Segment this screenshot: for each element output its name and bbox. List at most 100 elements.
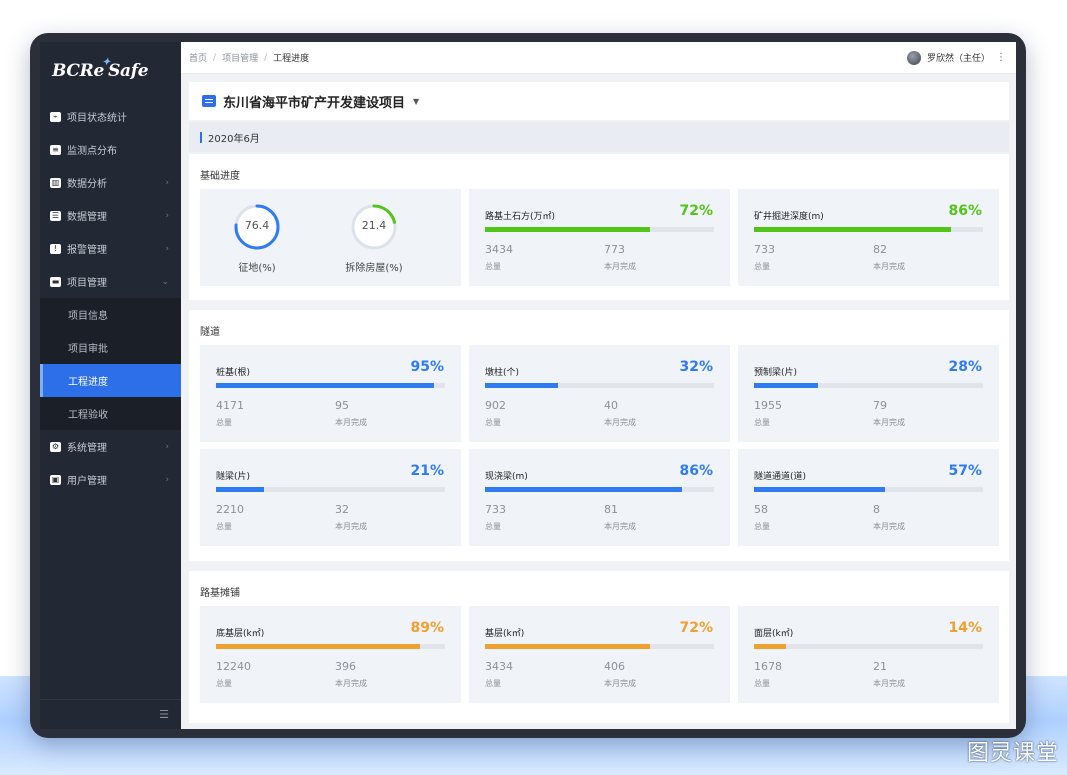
month-label: 本月完成 (604, 418, 636, 427)
progress-card: 路基土石方(万㎡) 72% 3434 773 总量 本月完成 (469, 189, 730, 286)
sidebar: BCRe ✦ Safe ⌁ 项目状态统计 ≡ 监测点分布 ▥ 数据分析 › ☰ 数据… (40, 42, 181, 729)
card-percent: 72% (679, 620, 713, 636)
main-content: 首页 / 项目管理 / 工程进度 罗欣然（主任） ⋮ 东川省海平市矿产开发建设项… (181, 42, 1016, 729)
sidebar-subitem-project-info[interactable]: 项目信息 (68, 311, 108, 322)
more-options-icon[interactable]: ⋮ (996, 52, 1006, 63)
sidebar-item-project-status[interactable]: ⌁ 项目状态统计 (40, 100, 181, 133)
progress-card: 桩基(根) 95% 4171 95 总量 本月完成 (200, 345, 461, 442)
section-paving: 路基摊铺 底基层(k㎡) 89% 12240 396 总量 本月完成 基层(k㎡) 72% 34… (189, 571, 1009, 723)
sidebar-footer: ☰ (40, 699, 181, 729)
month-label: 本月完成 (335, 679, 367, 688)
month-value: 32 (335, 503, 349, 516)
collapse-menu-icon[interactable]: ☰ (159, 708, 169, 721)
card-percent: 32% (679, 359, 713, 375)
progress-track (216, 487, 445, 492)
total-label: 总量 (485, 679, 501, 688)
progress-card: 矿井掘进深度(m) 86% 733 82 总量 本月完成 (738, 189, 999, 286)
sidebar-subitem-acceptance[interactable]: 工程验收 (68, 410, 108, 421)
sidebar-item-data-management[interactable]: ☰ 数据管理 › (50, 210, 169, 223)
month-value: 21 (873, 660, 887, 673)
breadcrumb-separator: / (264, 52, 268, 63)
demolition-gauge (351, 204, 397, 250)
progress-track (485, 487, 714, 492)
user-gear-icon: ⚙ (50, 441, 61, 452)
card-label: 现浇梁(m) (485, 472, 528, 482)
watermark: 图灵课堂 (966, 741, 1059, 766)
user-name[interactable]: 罗欣然（主任） (926, 54, 990, 64)
sidebar-item-user-management[interactable]: ▣ 用户管理 › (50, 474, 169, 487)
card-label: 路基土石方(万㎡) (485, 212, 556, 222)
breadcrumb-home[interactable]: 首页 (189, 54, 208, 64)
sidebar-item-data-analysis[interactable]: ▥ 数据分析 › (50, 177, 169, 190)
progress-card: 预制梁(片) 28% 1955 79 总量 本月完成 (738, 345, 999, 442)
total-value: 58 (754, 503, 768, 516)
sidebar-item-alarm-management[interactable]: ! 报警管理 › (40, 232, 181, 265)
total-value: 902 (485, 399, 506, 412)
breadcrumb-project-management[interactable]: 项目管理 (222, 54, 259, 64)
month-value: 81 (604, 503, 618, 516)
progress-fill (216, 383, 434, 388)
card-label: 墩柱(个) (485, 368, 520, 378)
chevron-right-icon: › (165, 243, 169, 254)
bar-chart-icon: ▥ (50, 177, 61, 188)
card-label: 矿井掘进深度(m) (754, 212, 824, 222)
project-icon (202, 95, 216, 107)
progress-card: 基层(k㎡) 72% 3434 406 总量 本月完成 (469, 606, 730, 703)
sidebar-item-system-management[interactable]: ⚙ 系统管理 › (50, 441, 169, 454)
sidebar-subitem-progress[interactable]: 工程进度 (40, 364, 181, 397)
month-value: 82 (873, 243, 887, 256)
card-percent: 57% (948, 463, 982, 479)
month-label: 本月完成 (335, 522, 367, 531)
card-label: 底基层(k㎡) (216, 629, 265, 639)
month-value: 396 (335, 660, 356, 673)
chevron-down-icon: ⌄ (161, 276, 169, 287)
briefcase-icon: ▬ (50, 276, 61, 287)
month-value: 79 (873, 399, 887, 412)
card-label: 面层(k㎡) (754, 629, 794, 639)
month-label: 本月完成 (604, 522, 636, 531)
progress-card: 隧梁(片) 21% 2210 32 总量 本月完成 (200, 449, 461, 546)
progress-card: 底基层(k㎡) 89% 12240 396 总量 本月完成 (200, 606, 461, 703)
project-selector[interactable]: 东川省海平市矿产开发建设项目 ▼ (189, 82, 1009, 120)
progress-fill (485, 227, 650, 232)
month-label: 本月完成 (873, 679, 905, 688)
month-label: 本月完成 (873, 522, 905, 531)
progress-track (754, 227, 983, 232)
breadcrumb-current: 工程进度 (273, 54, 310, 64)
gauge-label: 拆除房屋(%) (345, 263, 403, 274)
breadcrumb-separator: / (213, 52, 217, 63)
month-label: 本月完成 (873, 262, 905, 271)
total-label: 总量 (216, 418, 232, 427)
card-percent: 72% (679, 203, 713, 219)
total-label: 总量 (216, 522, 232, 531)
progress-card: 面层(k㎡) 14% 1678 21 总量 本月完成 (738, 606, 999, 703)
progress-fill (485, 383, 559, 388)
progress-track (754, 487, 983, 492)
progress-track (754, 644, 983, 649)
avatar[interactable] (906, 50, 921, 65)
section-title: 基础进度 (200, 171, 240, 182)
gauge-arc (351, 204, 397, 250)
card-percent: 21% (410, 463, 444, 479)
section-tunnel: 隧道 桩基(根) 95% 4171 95 总量 本月完成 墩柱(个) 32% 902 40 总量 本月… (189, 310, 1009, 561)
progress-track (485, 227, 714, 232)
sidebar-item-monitor-points[interactable]: ≡ 监测点分布 (40, 133, 181, 166)
total-label: 总量 (485, 262, 501, 271)
month-value: 40 (604, 399, 618, 412)
card-label: 预制梁(片) (754, 368, 798, 378)
total-label: 总量 (754, 262, 770, 271)
app-window: BCRe ✦ Safe ⌁ 项目状态统计 ≡ 监测点分布 ▥ 数据分析 › ☰ 数据… (40, 42, 1016, 729)
progress-fill (485, 487, 682, 492)
land-gauge (234, 204, 280, 250)
sidebar-item-project-management[interactable]: ▬ 项目管理 ⌄ (50, 276, 169, 289)
total-label: 总量 (485, 418, 501, 427)
alarm-icon: ! (50, 243, 61, 254)
progress-card: 现浇梁(m) 86% 733 81 总量 本月完成 (469, 449, 730, 546)
month-value: 773 (604, 243, 625, 256)
caret-down-icon[interactable]: ▼ (413, 96, 420, 106)
trend-icon: ⌁ (50, 111, 61, 122)
chevron-right-icon: › (165, 177, 169, 188)
sidebar-subitem-project-approval[interactable]: 项目审批 (68, 344, 108, 355)
month-label: 本月完成 (604, 679, 636, 688)
progress-fill (754, 227, 951, 232)
